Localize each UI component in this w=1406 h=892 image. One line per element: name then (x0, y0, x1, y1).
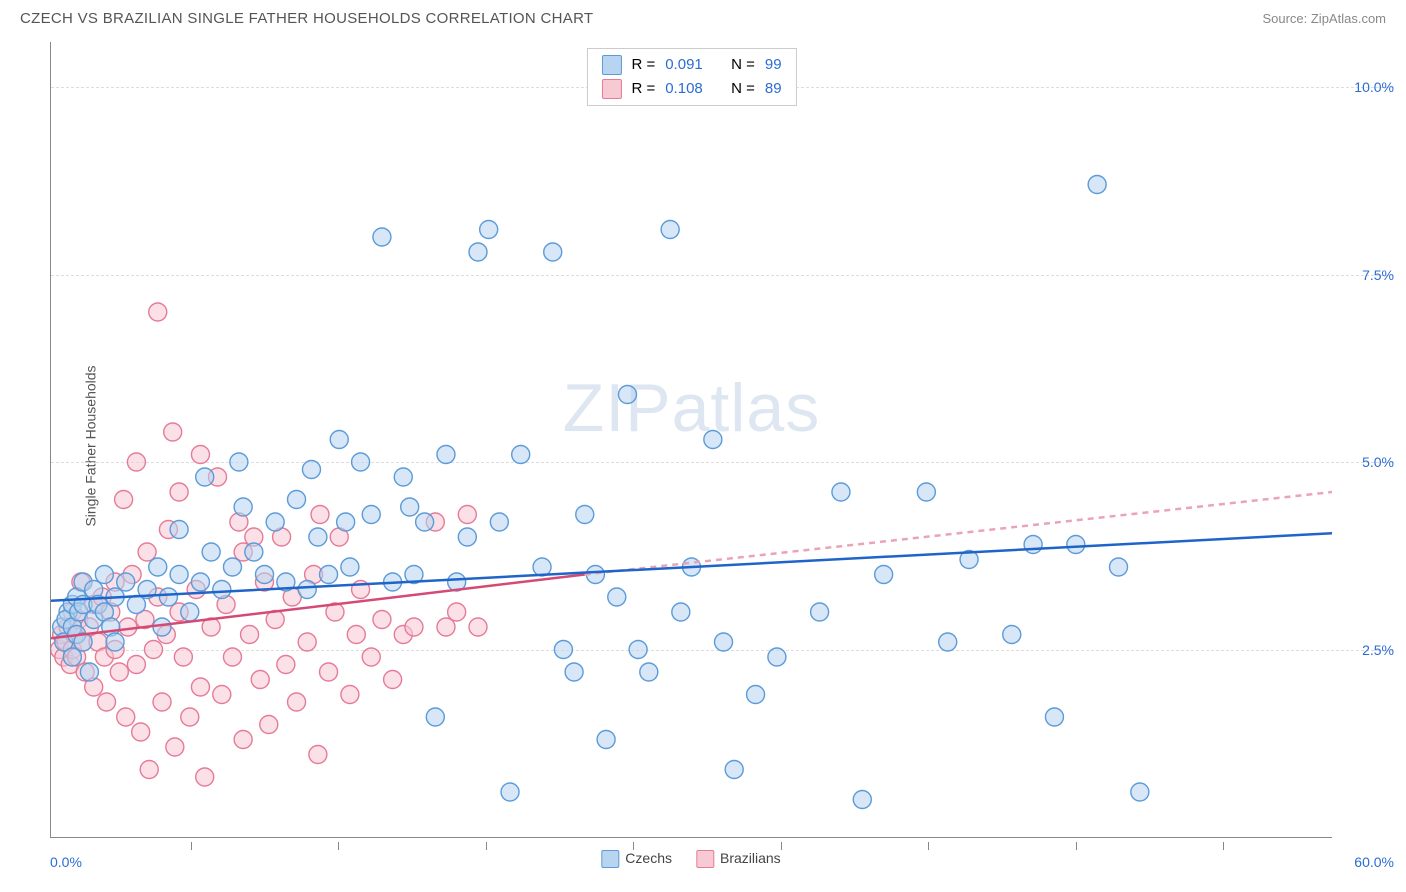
x-tick (486, 842, 487, 850)
stats-legend: R = 0.091 N = 99 R = 0.108 N = 89 (586, 48, 796, 106)
x-tick (928, 842, 929, 850)
czechs-swatch (601, 55, 621, 75)
y-tick-label: 7.5% (1362, 267, 1394, 283)
x-tick (338, 842, 339, 850)
legend-item-brazilians: Brazilians (696, 850, 781, 868)
y-tick-label: 2.5% (1362, 642, 1394, 658)
x-axis-max-label: 60.0% (1354, 854, 1394, 870)
chart-area: ZIPatlas R = 0.091 N = 99 R = 0.108 N = … (50, 42, 1332, 838)
brazilians-swatch (601, 79, 621, 99)
legend-item-czechs: Czechs (601, 850, 672, 868)
y-tick-label: 5.0% (1362, 454, 1394, 470)
x-tick (191, 842, 192, 850)
source-label: Source: ZipAtlas.com (1262, 11, 1386, 26)
stats-row-czechs: R = 0.091 N = 99 (601, 53, 781, 77)
x-tick (1076, 842, 1077, 850)
x-tick (1223, 842, 1224, 850)
chart-title: CZECH VS BRAZILIAN SINGLE FATHER HOUSEHO… (20, 10, 593, 27)
series-legend: Czechs Brazilians (601, 850, 780, 868)
y-tick-label: 10.0% (1354, 79, 1394, 95)
brazilians-legend-swatch (696, 850, 714, 868)
x-axis: 0.0% 60.0% Czechs Brazilians (50, 842, 1332, 872)
x-tick (633, 842, 634, 850)
stats-row-brazilians: R = 0.108 N = 89 (601, 77, 781, 101)
x-tick (781, 842, 782, 850)
scatter-plot (51, 42, 1332, 837)
x-axis-min-label: 0.0% (50, 854, 82, 870)
czechs-legend-swatch (601, 850, 619, 868)
